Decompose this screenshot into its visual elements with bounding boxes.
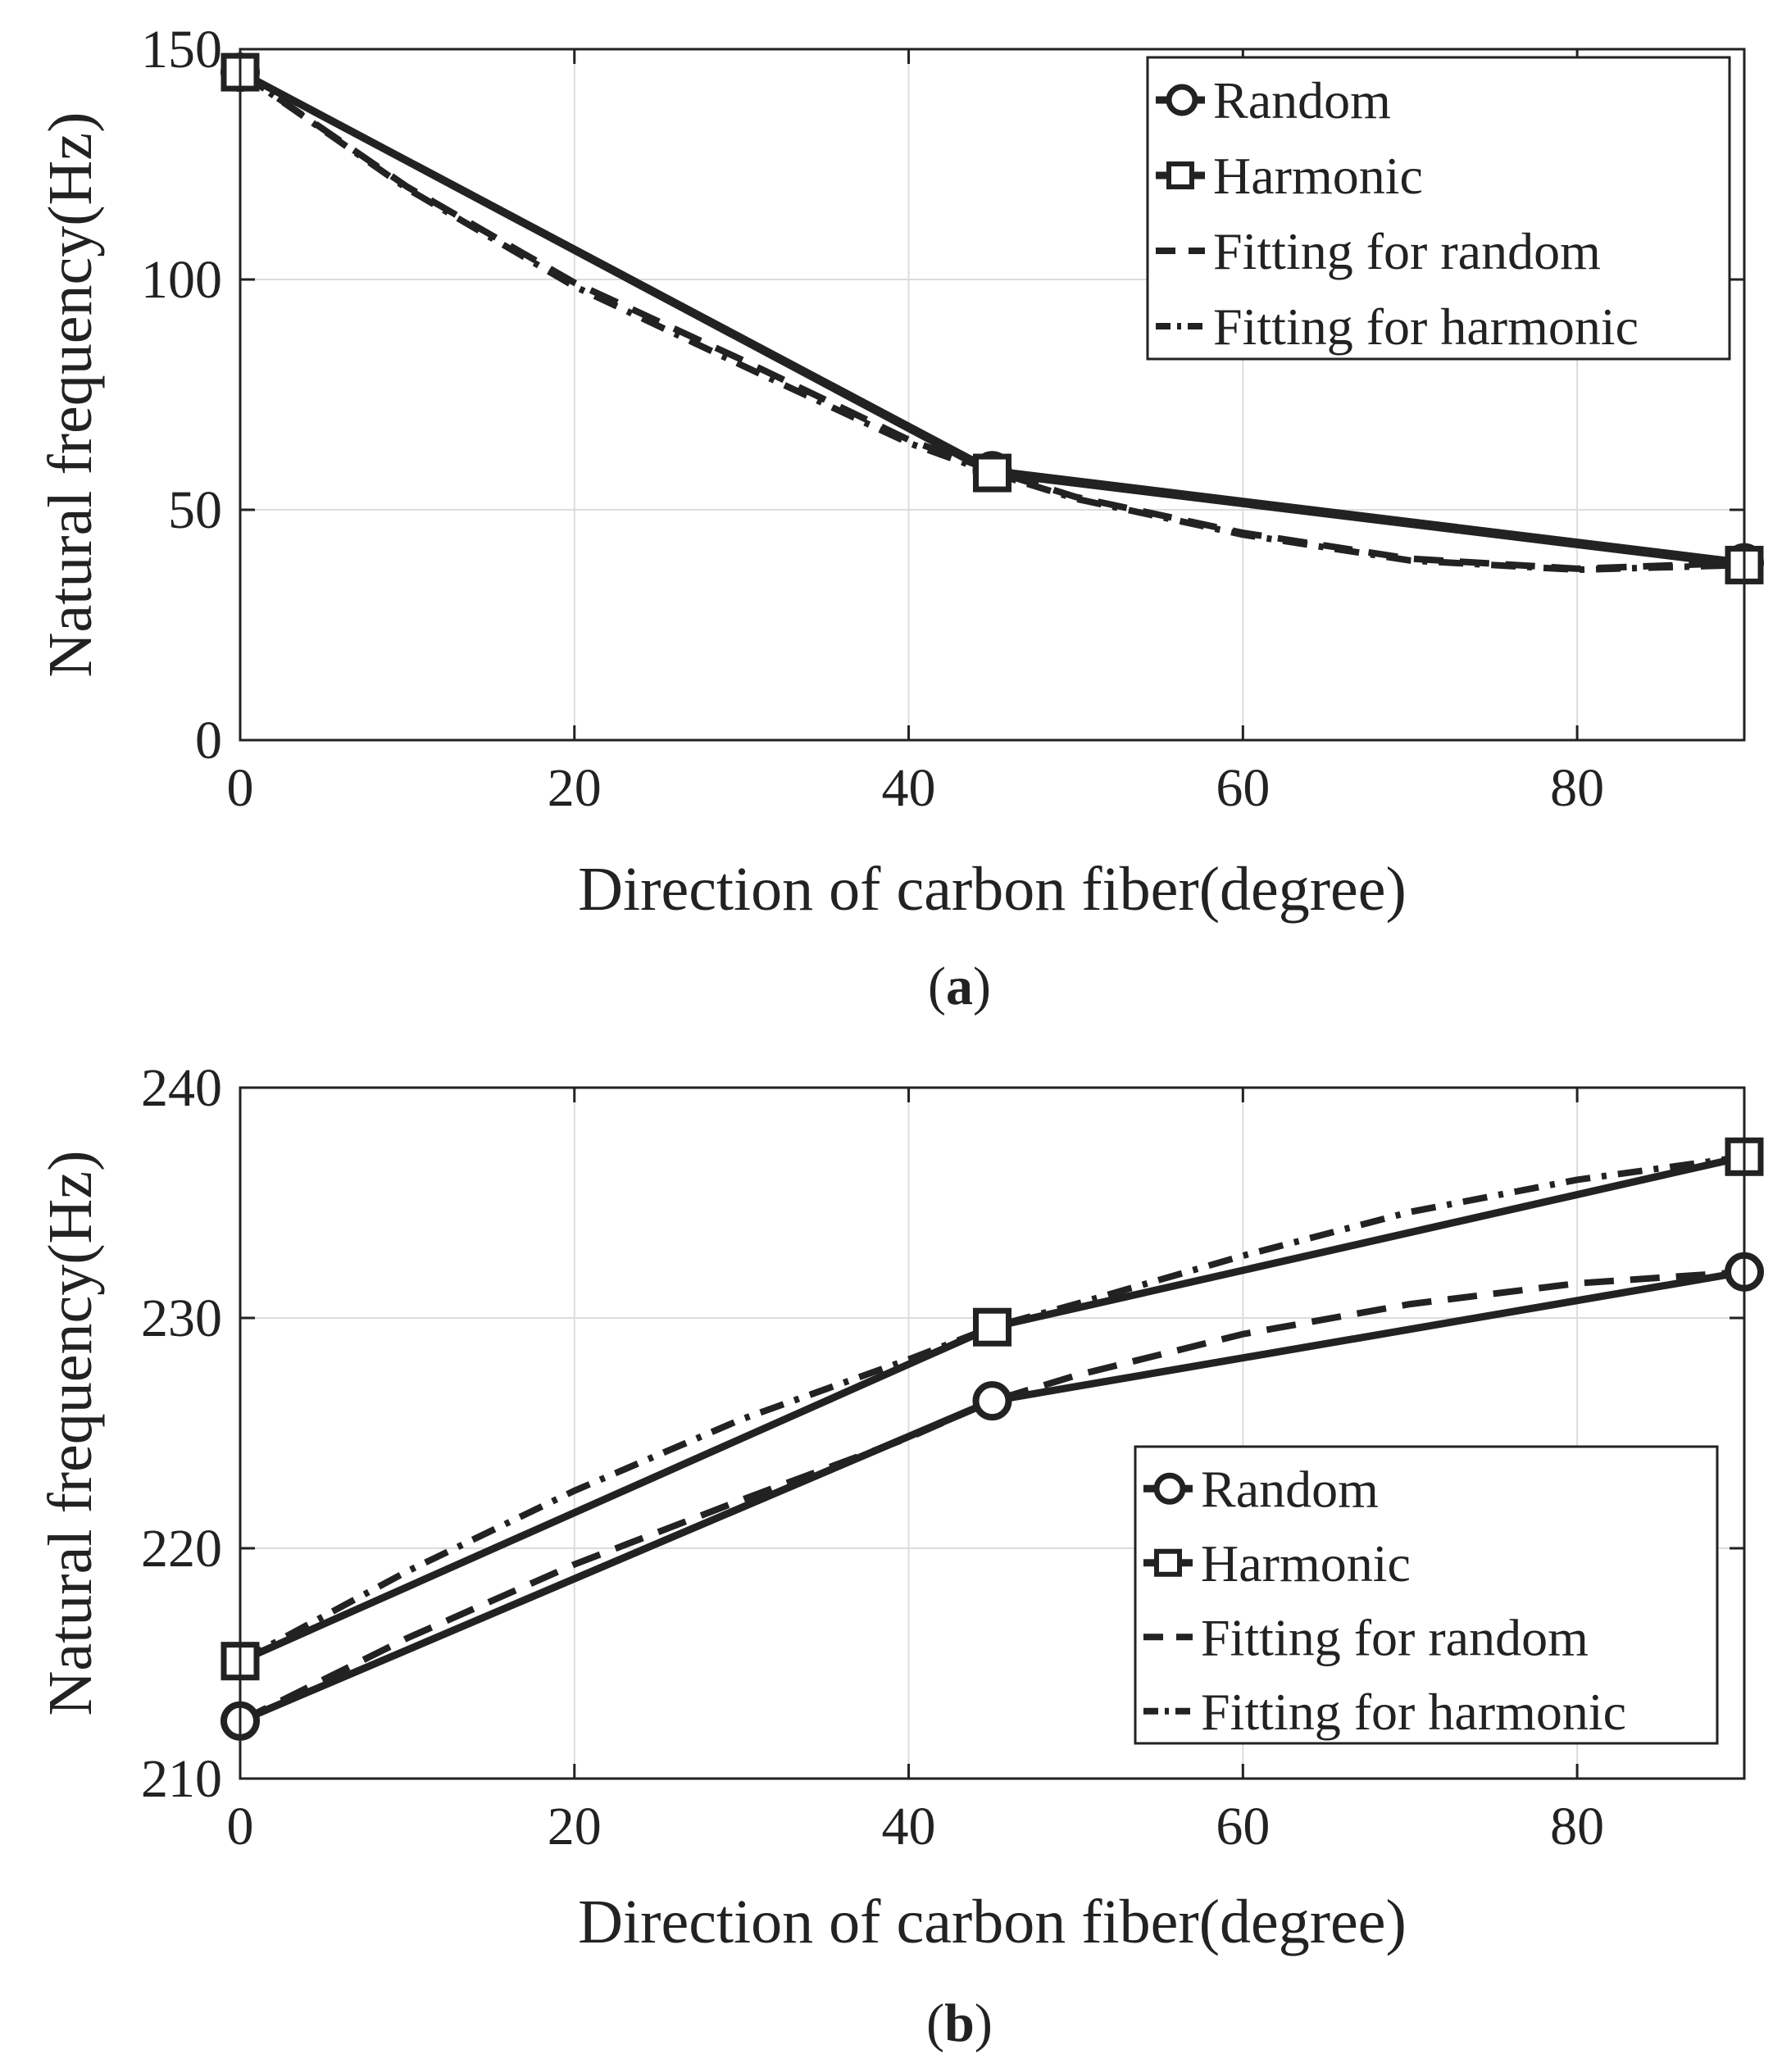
x-tick-label: 20 (548, 1797, 602, 1856)
legend-label: Fitting for random (1213, 222, 1601, 280)
x-tick-label: 0 (227, 758, 254, 818)
data-point-harmonic (973, 1307, 1011, 1347)
plot-frame (239, 48, 1746, 742)
y-tick-label: 150 (141, 20, 222, 80)
legend-label: Random (1213, 71, 1391, 130)
caption-letter: b (944, 1993, 975, 2053)
x-tick-label: 60 (1216, 1797, 1270, 1856)
y-tick-label: 220 (141, 1519, 222, 1579)
legend-label: Harmonic (1213, 147, 1423, 205)
y-axis-label: Natural frequency(Hz) (36, 112, 105, 678)
legend-label: Fitting for random (1201, 1608, 1589, 1666)
y-tick-label: 210 (141, 1749, 222, 1809)
data-point-random (972, 1381, 1012, 1421)
series-line-fit-random (239, 1268, 1745, 1724)
legend-marker-random (1153, 1472, 1186, 1505)
plot-frame (239, 1086, 1746, 1780)
y-tick-label: 50 (168, 480, 222, 540)
y-tick-label: 0 (195, 711, 222, 770)
legend-marker-harmonic (1166, 161, 1194, 189)
legend-marker-harmonic (1154, 1548, 1182, 1577)
legend-box (1134, 1445, 1719, 1745)
y-tick-label: 240 (141, 1058, 222, 1118)
caption-open-paren: ( (926, 1993, 944, 2053)
x-axis-label: Direction of carbon fiber(degree) (578, 1888, 1407, 1956)
y-tick-label: 100 (141, 250, 222, 310)
y-tick-label: 230 (141, 1288, 222, 1348)
x-axis-label: Direction of carbon fiber(degree) (578, 855, 1407, 924)
chart-panel-a: 0 20 40 60 80 0 50 100 150 Random Harmonic Fitting… (36, 20, 1764, 1016)
legend: Random Harmonic Fitting for random Fitting … (1146, 56, 1731, 361)
legend-label: Harmonic (1201, 1534, 1411, 1593)
caption-close-paren: ) (975, 1993, 993, 2053)
x-tick-label: 20 (548, 758, 602, 818)
x-tick-label: 60 (1216, 758, 1270, 818)
data-point-harmonic (973, 453, 1011, 493)
caption-letter: a (946, 956, 973, 1016)
legend-label: Fitting for harmonic (1201, 1683, 1626, 1741)
caption-close-paren: ) (973, 956, 991, 1016)
legend-label: Random (1201, 1460, 1379, 1518)
x-tick-label: 80 (1550, 1797, 1604, 1856)
x-tick-label: 40 (882, 758, 936, 818)
panel-caption: (a) (928, 956, 991, 1016)
caption-open-paren: ( (928, 956, 946, 1016)
legend-box (1146, 56, 1731, 361)
x-tick-label: 80 (1550, 758, 1604, 818)
legend-marker-random (1166, 84, 1198, 116)
panel-caption: (b) (926, 1993, 993, 2053)
legend-label: Fitting for harmonic (1213, 298, 1639, 356)
x-tick-label: 40 (882, 1797, 936, 1856)
x-tick-label: 0 (227, 1797, 254, 1856)
chart-panel-b: 0 20 40 60 80 210 220 230 240 Random Harmonic Fitt… (36, 1058, 1764, 2053)
y-axis-label: Natural frequency(Hz) (36, 1151, 105, 1716)
legend: Random Harmonic Fitting for random Fitting … (1134, 1445, 1719, 1745)
